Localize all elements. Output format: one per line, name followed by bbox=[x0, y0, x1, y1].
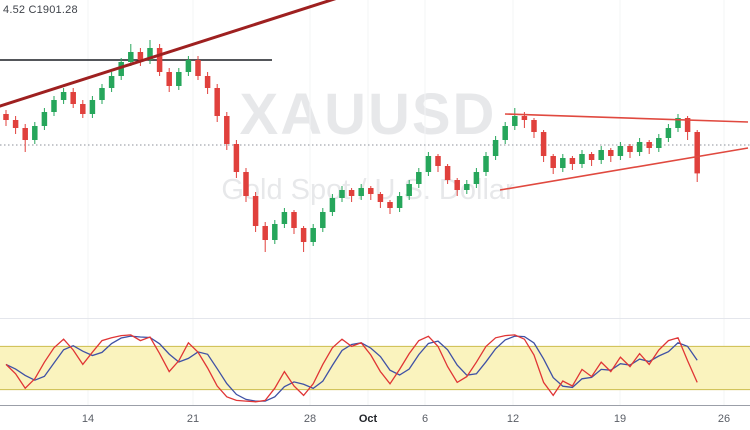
candle bbox=[118, 62, 124, 76]
ohlc-legend: 4.52 C1901.28 bbox=[3, 4, 78, 16]
candle bbox=[540, 132, 547, 156]
candle bbox=[339, 190, 345, 198]
candle bbox=[310, 228, 316, 242]
candle bbox=[579, 154, 585, 164]
candle bbox=[51, 100, 57, 112]
candle bbox=[99, 88, 105, 100]
candle bbox=[80, 104, 86, 114]
time-axis-label: 19 bbox=[613, 413, 627, 425]
candle bbox=[617, 146, 624, 156]
candle bbox=[320, 212, 326, 228]
candle bbox=[377, 194, 384, 202]
candle bbox=[550, 156, 556, 168]
stochastic-band bbox=[0, 346, 750, 390]
candle bbox=[147, 48, 153, 60]
candle bbox=[435, 156, 441, 166]
candle bbox=[252, 196, 259, 226]
candle bbox=[214, 88, 220, 116]
candle bbox=[60, 92, 67, 100]
candle bbox=[329, 198, 336, 212]
candle bbox=[281, 212, 288, 224]
candle bbox=[444, 166, 451, 180]
candle bbox=[387, 202, 393, 208]
candle bbox=[608, 150, 614, 156]
candle bbox=[262, 226, 268, 240]
candle bbox=[656, 138, 662, 148]
wedge-lower-trendline[interactable] bbox=[499, 147, 749, 191]
time-axis-label: 26 bbox=[717, 413, 731, 425]
candle bbox=[32, 126, 38, 140]
candle bbox=[22, 128, 28, 140]
candle bbox=[675, 118, 681, 128]
candle bbox=[531, 120, 537, 132]
candle bbox=[300, 228, 307, 242]
stochastic-k-line bbox=[5, 334, 698, 403]
candle bbox=[521, 116, 528, 120]
candle bbox=[694, 132, 700, 174]
candle bbox=[224, 116, 230, 144]
candle bbox=[156, 48, 163, 72]
candles bbox=[3, 40, 700, 252]
candle bbox=[598, 150, 604, 160]
candle bbox=[492, 140, 499, 156]
candle bbox=[41, 112, 48, 126]
gridlines bbox=[87, 0, 725, 405]
candle bbox=[89, 100, 96, 114]
stochastic-d-line bbox=[5, 335, 698, 402]
time-axis-label: 14 bbox=[81, 413, 95, 425]
candle bbox=[569, 158, 576, 164]
candle bbox=[665, 128, 672, 138]
time-axis-label: Oct bbox=[358, 413, 378, 425]
candle bbox=[627, 146, 633, 152]
stochastic-panel[interactable] bbox=[0, 334, 750, 403]
candle bbox=[128, 52, 134, 62]
candle bbox=[3, 114, 9, 120]
major-trendline[interactable] bbox=[0, 0, 350, 108]
candle bbox=[195, 60, 201, 76]
candle bbox=[176, 72, 182, 86]
time-axis-label: 28 bbox=[303, 413, 317, 425]
candle bbox=[483, 156, 489, 172]
candle bbox=[464, 184, 470, 190]
candle bbox=[348, 190, 355, 196]
candle bbox=[454, 180, 460, 190]
wedge-upper-trendline[interactable] bbox=[504, 113, 749, 123]
candle bbox=[636, 142, 643, 152]
candle bbox=[416, 172, 422, 184]
candle bbox=[396, 196, 403, 208]
candle bbox=[291, 212, 297, 228]
candle bbox=[588, 154, 595, 160]
candle bbox=[185, 60, 192, 72]
candle bbox=[425, 156, 432, 172]
candle bbox=[358, 188, 364, 196]
time-axis-label: 12 bbox=[506, 413, 520, 425]
candle bbox=[502, 126, 508, 140]
candle bbox=[560, 158, 566, 168]
candle bbox=[646, 142, 652, 148]
time-axis-label: 6 bbox=[421, 413, 429, 425]
candle bbox=[243, 172, 249, 196]
time-axis-label: 21 bbox=[186, 413, 200, 425]
time-axis[interactable]: 14 21 28 Oct 6 12 19 26 bbox=[0, 406, 750, 430]
candle bbox=[108, 76, 115, 88]
candle bbox=[204, 76, 211, 88]
candle bbox=[12, 120, 19, 128]
candle bbox=[233, 144, 240, 172]
candle bbox=[684, 118, 691, 132]
candle bbox=[512, 116, 518, 126]
candle bbox=[70, 92, 76, 104]
candle bbox=[406, 184, 412, 196]
candle bbox=[166, 72, 172, 86]
candle bbox=[368, 188, 374, 194]
candle bbox=[473, 172, 480, 184]
candle bbox=[272, 224, 278, 240]
candle bbox=[137, 52, 144, 60]
